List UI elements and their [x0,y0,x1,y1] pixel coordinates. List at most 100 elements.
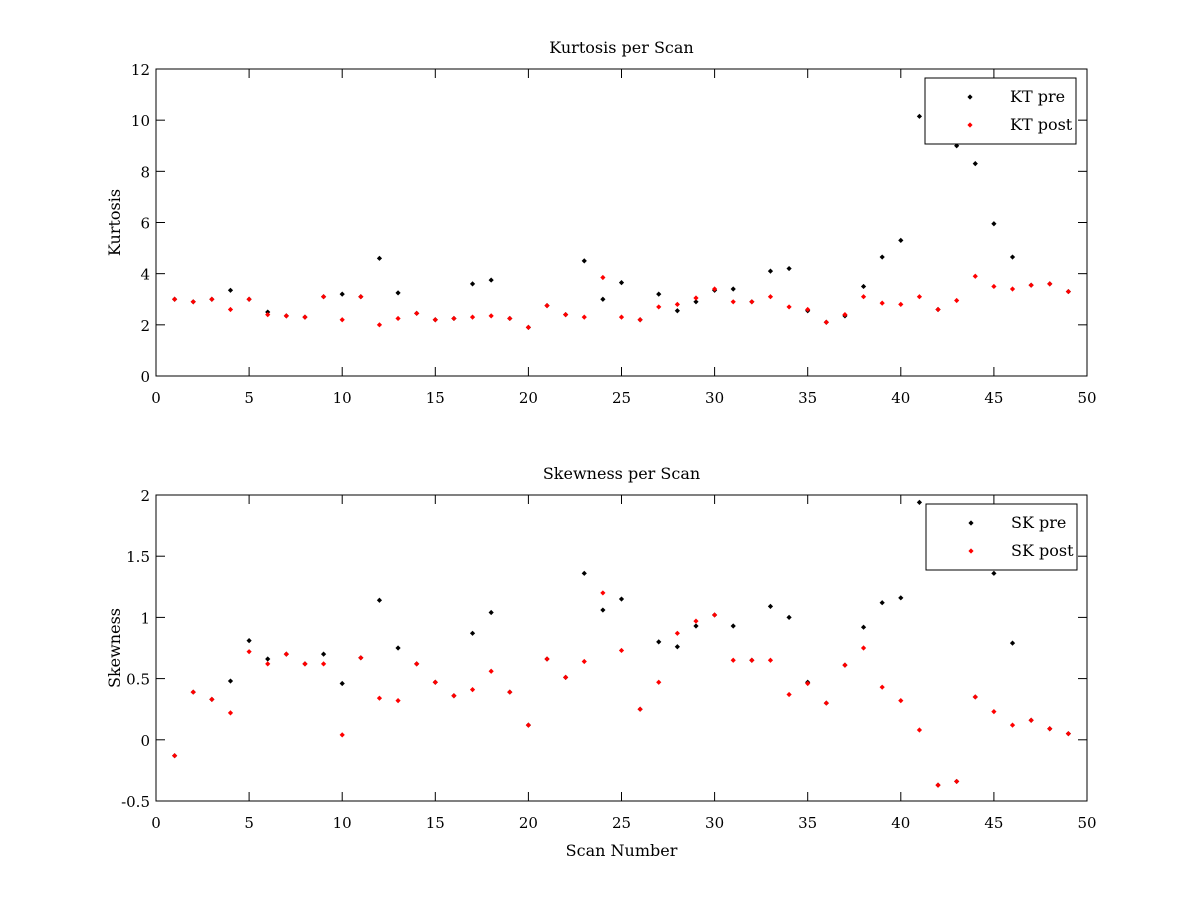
data-point [674,644,680,650]
data-point [581,570,587,576]
data-point [767,268,774,274]
data-point [656,304,662,310]
data-point [1047,726,1053,732]
y-tick-label: 4 [140,266,150,284]
data-point [339,317,345,323]
legend-entry: SK pre [1011,513,1066,532]
data-point [693,618,699,624]
data-point [618,314,625,320]
data-point [265,656,271,662]
data-point [693,623,699,629]
data-point [786,304,792,310]
data-point [414,661,420,667]
legend-marker [967,122,973,128]
series-sk-post [172,590,1071,788]
data-point [544,303,550,309]
x-tick-label: 35 [798,814,817,832]
y-tick-label: 8 [140,163,150,181]
legend-entry: KT post [1010,115,1073,134]
data-point [600,274,606,281]
data-point [730,657,736,663]
data-point [618,647,625,654]
x-tick-label: 45 [984,814,1003,832]
data-point [488,277,494,283]
data-point [395,698,401,704]
data-point [860,283,867,290]
data-point [265,312,271,318]
data-point [656,291,662,297]
data-point [283,651,289,657]
data-point [395,315,401,322]
data-point [376,597,383,603]
data-point [227,287,234,293]
chart-title: Kurtosis per Scan [549,38,693,57]
data-point [823,319,829,325]
x-tick-label: 15 [426,814,445,832]
data-point [972,694,978,700]
x-tick-label: 25 [612,389,631,407]
data-point [991,283,997,290]
data-point [1065,731,1071,737]
x-tick-label: 5 [244,389,254,407]
data-point [656,639,662,645]
data-point [786,614,792,620]
x-tick-label: 15 [426,389,445,407]
data-point [395,290,401,296]
data-point [730,623,736,629]
data-point [898,698,904,704]
data-point [581,314,587,320]
data-point [395,645,401,651]
data-point [618,596,625,602]
data-point [246,649,252,655]
y-axis-label: Kurtosis [105,189,124,256]
x-tick-label: 30 [705,389,724,407]
y-tick-label: 2 [140,317,150,335]
x-tick-label: 40 [891,814,910,832]
data-point [320,294,327,300]
data-point [414,310,420,316]
x-tick-label: 40 [891,389,910,407]
data-point [730,299,736,305]
legend: KT pre KT post [924,77,1077,145]
y-tick-label: 1.5 [126,548,150,566]
data-point [525,722,531,728]
data-point [376,255,383,261]
data-point [339,291,345,297]
data-point [1009,286,1016,292]
x-tick-label: 10 [333,389,352,407]
y-tick-label: -0.5 [121,793,150,811]
skewness-axes: 0 5 10 15 20 25 30 35 40 45 50-0.500.511.52Skewnes… [105,464,1097,860]
data-point [376,322,383,328]
kurtosis-axes: 0 5 10 15 20 25 30 35 40 45 50 0 2 4 6 8 10 12 Kurtosis pe… [105,38,1097,407]
x-tick-label: 50 [1077,389,1096,407]
data-point [1028,717,1034,723]
data-point [227,678,234,684]
data-point [935,306,941,313]
data-point [1065,288,1071,295]
data-point [656,679,662,685]
legend-marker [968,548,974,554]
data-point [209,296,215,302]
data-point [469,687,476,693]
y-tick-label: 6 [140,215,150,233]
data-point [1047,281,1053,287]
y-tick-label: 2 [140,487,150,505]
data-point [600,590,606,596]
data-point [860,624,867,630]
x-tick-label: 20 [519,389,538,407]
data-point [190,689,196,695]
data-point [991,570,997,576]
x-tick-label: 30 [705,814,724,832]
data-point [749,299,755,305]
chart-title: Skewness per Scan [543,464,700,483]
data-point [991,221,997,227]
data-point [209,696,215,703]
data-point [972,273,978,279]
data-point [712,612,718,618]
legend-entry: KT pre [1010,87,1065,106]
y-tick-label: 0.5 [126,671,150,689]
data-point [544,656,550,662]
data-point [320,651,327,657]
data-point [1009,722,1016,728]
